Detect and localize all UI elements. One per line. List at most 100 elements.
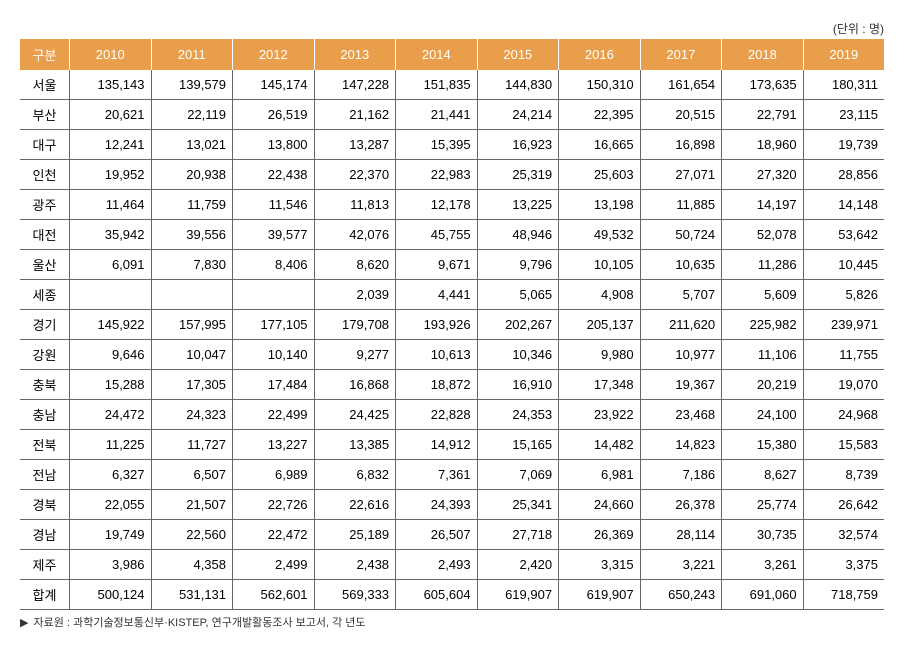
cell-value: 2,039 xyxy=(314,280,396,310)
cell-value: 3,986 xyxy=(69,550,151,580)
table-body: 서울135,143139,579145,174147,228151,835144… xyxy=(20,70,884,610)
cell-value: 225,982 xyxy=(722,310,804,340)
table-row: 경북22,05521,50722,72622,61624,39325,34124… xyxy=(20,490,884,520)
cell-value: 35,942 xyxy=(69,220,151,250)
cell-value: 48,946 xyxy=(477,220,559,250)
cell-value: 23,922 xyxy=(559,400,641,430)
cell-value: 239,971 xyxy=(803,310,884,340)
cell-value: 10,635 xyxy=(640,250,722,280)
row-label: 강원 xyxy=(20,340,69,370)
cell-value: 22,726 xyxy=(233,490,315,520)
cell-value: 14,197 xyxy=(722,190,804,220)
cell-value: 7,830 xyxy=(151,250,233,280)
cell-value xyxy=(233,280,315,310)
cell-value: 14,912 xyxy=(396,430,478,460)
cell-value: 151,835 xyxy=(396,70,478,100)
cell-value: 20,621 xyxy=(69,100,151,130)
cell-value: 27,071 xyxy=(640,160,722,190)
cell-value: 11,464 xyxy=(69,190,151,220)
cell-value: 193,926 xyxy=(396,310,478,340)
row-label: 대구 xyxy=(20,130,69,160)
cell-value: 39,577 xyxy=(233,220,315,250)
cell-value: 32,574 xyxy=(803,520,884,550)
cell-value: 9,646 xyxy=(69,340,151,370)
cell-value: 144,830 xyxy=(477,70,559,100)
cell-value: 4,358 xyxy=(151,550,233,580)
cell-value: 145,174 xyxy=(233,70,315,100)
cell-value: 3,261 xyxy=(722,550,804,580)
cell-value: 25,189 xyxy=(314,520,396,550)
cell-value: 211,620 xyxy=(640,310,722,340)
cell-value: 202,267 xyxy=(477,310,559,340)
cell-value: 4,908 xyxy=(559,280,641,310)
cell-value: 6,327 xyxy=(69,460,151,490)
cell-value xyxy=(151,280,233,310)
cell-value: 8,739 xyxy=(803,460,884,490)
row-label: 서울 xyxy=(20,70,69,100)
cell-value: 9,980 xyxy=(559,340,641,370)
cell-value: 2,493 xyxy=(396,550,478,580)
cell-value: 11,813 xyxy=(314,190,396,220)
cell-value: 500,124 xyxy=(69,580,151,610)
cell-value: 691,060 xyxy=(722,580,804,610)
cell-value: 24,214 xyxy=(477,100,559,130)
row-label: 경북 xyxy=(20,490,69,520)
table-row: 제주3,9864,3582,4992,4382,4932,4203,3153,2… xyxy=(20,550,884,580)
cell-value: 11,727 xyxy=(151,430,233,460)
col-header-year: 2012 xyxy=(233,39,315,70)
cell-value: 11,546 xyxy=(233,190,315,220)
cell-value: 22,438 xyxy=(233,160,315,190)
cell-value: 7,361 xyxy=(396,460,478,490)
cell-value: 13,287 xyxy=(314,130,396,160)
cell-value: 19,367 xyxy=(640,370,722,400)
col-header-year: 2017 xyxy=(640,39,722,70)
cell-value: 24,425 xyxy=(314,400,396,430)
cell-value: 173,635 xyxy=(722,70,804,100)
cell-value: 45,755 xyxy=(396,220,478,250)
table-row: 합계500,124531,131562,601569,333605,604619… xyxy=(20,580,884,610)
cell-value: 26,369 xyxy=(559,520,641,550)
row-label: 울산 xyxy=(20,250,69,280)
cell-value: 25,603 xyxy=(559,160,641,190)
col-header-year: 2018 xyxy=(722,39,804,70)
cell-value: 22,983 xyxy=(396,160,478,190)
cell-value: 11,225 xyxy=(69,430,151,460)
cell-value: 157,995 xyxy=(151,310,233,340)
cell-value: 21,507 xyxy=(151,490,233,520)
cell-value: 9,671 xyxy=(396,250,478,280)
cell-value: 15,288 xyxy=(69,370,151,400)
cell-value: 6,832 xyxy=(314,460,396,490)
cell-value: 13,800 xyxy=(233,130,315,160)
cell-value: 11,885 xyxy=(640,190,722,220)
table-row: 강원9,64610,04710,1409,27710,61310,3469,98… xyxy=(20,340,884,370)
table-container: (단위 : 명) 구분20102011201220132014201520162… xyxy=(20,20,884,630)
cell-value: 6,091 xyxy=(69,250,151,280)
cell-value: 42,076 xyxy=(314,220,396,250)
cell-value: 11,106 xyxy=(722,340,804,370)
cell-value: 3,375 xyxy=(803,550,884,580)
cell-value: 605,604 xyxy=(396,580,478,610)
cell-value: 18,960 xyxy=(722,130,804,160)
col-header-year: 2016 xyxy=(559,39,641,70)
cell-value: 5,826 xyxy=(803,280,884,310)
cell-value: 49,532 xyxy=(559,220,641,250)
cell-value: 25,319 xyxy=(477,160,559,190)
cell-value: 718,759 xyxy=(803,580,884,610)
cell-value: 23,115 xyxy=(803,100,884,130)
table-header: 구분20102011201220132014201520162017201820… xyxy=(20,39,884,70)
row-label: 제주 xyxy=(20,550,69,580)
cell-value: 569,333 xyxy=(314,580,396,610)
row-label: 대전 xyxy=(20,220,69,250)
cell-value: 22,560 xyxy=(151,520,233,550)
cell-value: 16,898 xyxy=(640,130,722,160)
cell-value: 24,323 xyxy=(151,400,233,430)
table-row: 부산20,62122,11926,51921,16221,44124,21422… xyxy=(20,100,884,130)
col-header-year: 2011 xyxy=(151,39,233,70)
cell-value: 10,047 xyxy=(151,340,233,370)
row-label: 합계 xyxy=(20,580,69,610)
data-table: 구분20102011201220132014201520162017201820… xyxy=(20,39,884,610)
cell-value: 179,708 xyxy=(314,310,396,340)
cell-value: 5,609 xyxy=(722,280,804,310)
row-label: 경남 xyxy=(20,520,69,550)
cell-value: 19,070 xyxy=(803,370,884,400)
